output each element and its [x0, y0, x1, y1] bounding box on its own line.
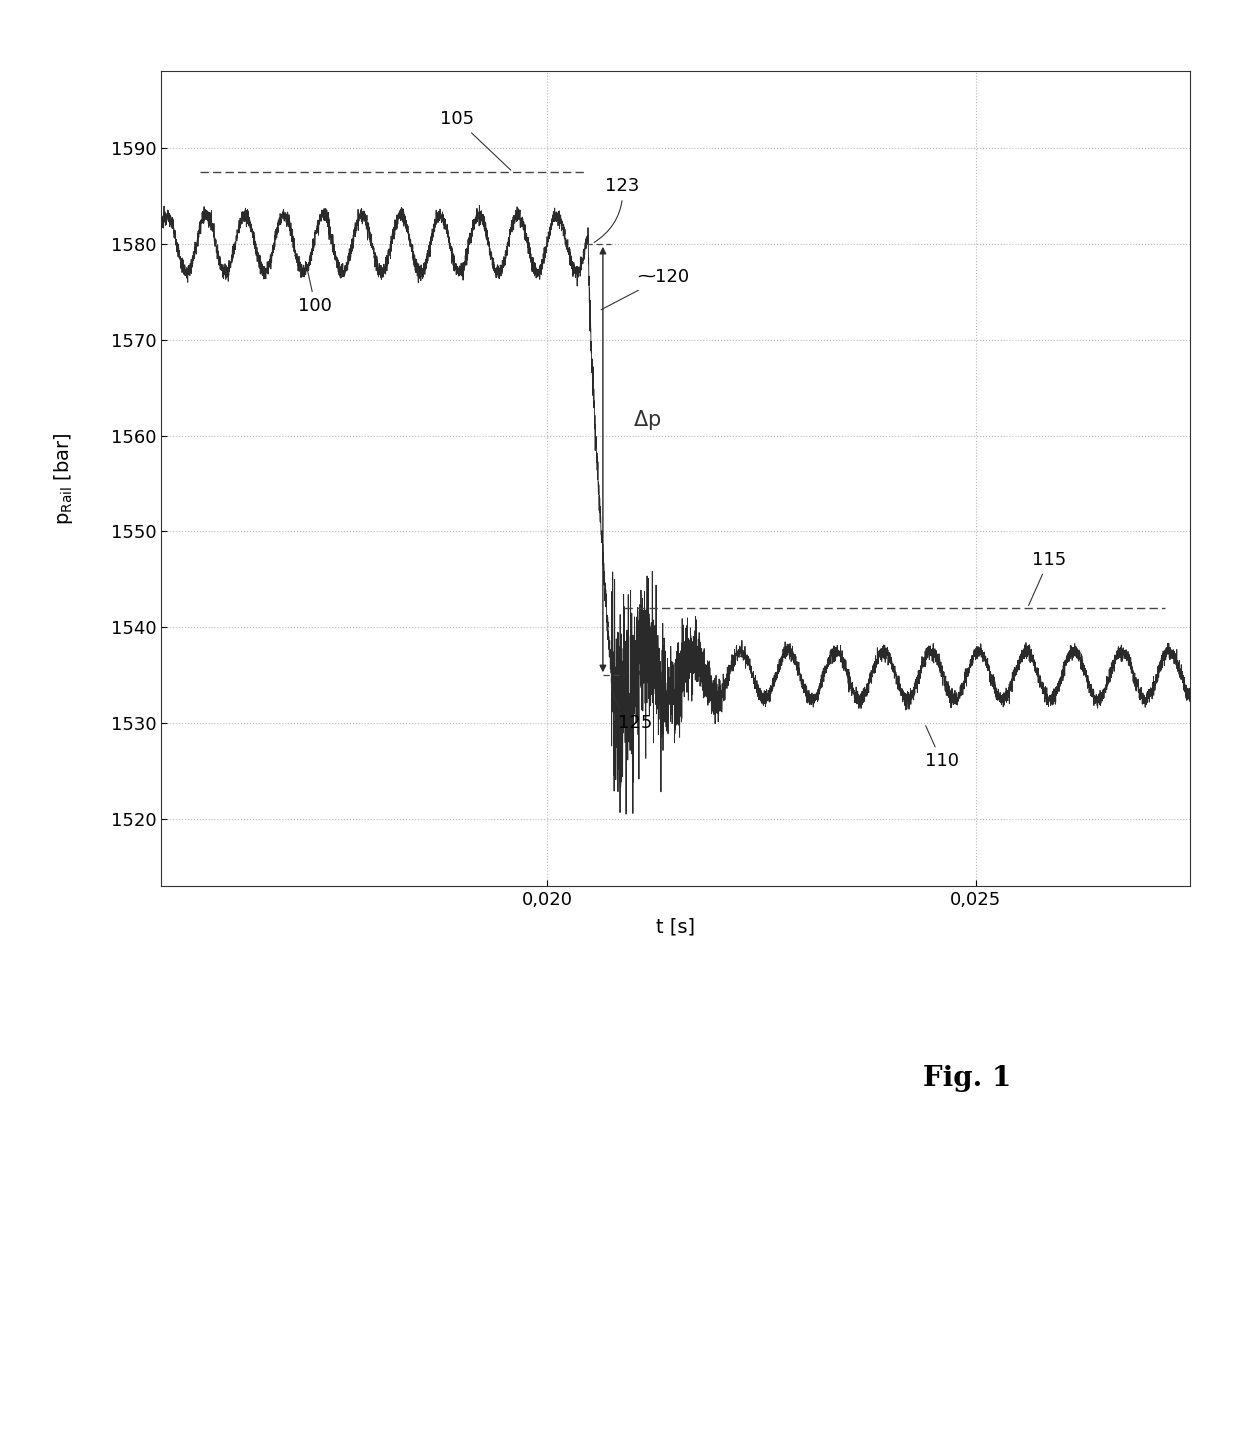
- X-axis label: t [s]: t [s]: [656, 917, 696, 936]
- Text: $\Delta$p: $\Delta$p: [632, 409, 661, 432]
- Text: ⁓120: ⁓120: [601, 269, 689, 310]
- Text: p$_{\mathregular{Rail}}$ [bar]: p$_{\mathregular{Rail}}$ [bar]: [52, 433, 74, 524]
- Text: 115: 115: [1028, 552, 1066, 606]
- Text: 110: 110: [925, 726, 959, 770]
- Text: 123: 123: [594, 177, 640, 243]
- Text: 105: 105: [440, 110, 511, 170]
- Text: Fig. 1: Fig. 1: [923, 1065, 1012, 1092]
- Text: 100: 100: [299, 270, 332, 314]
- Text: 125: 125: [611, 677, 652, 732]
